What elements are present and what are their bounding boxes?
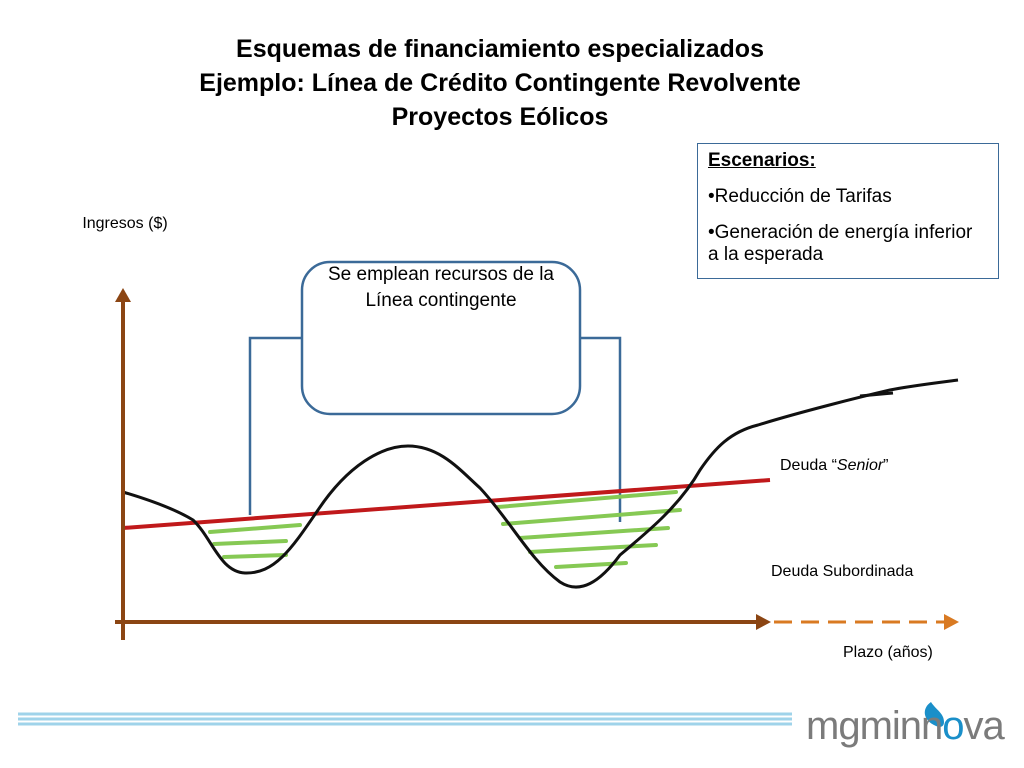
title-line-3: Proyectos Eólicos [391, 103, 609, 131]
revenue-curve [122, 378, 959, 589]
scenario-item-generation: •Generación de energía inferior a la esp… [708, 222, 973, 265]
title-line-1: Esquemas de financiamiento especializado… [236, 35, 764, 63]
scenarios-title: Escenarios: [708, 150, 816, 171]
mgminnova-logo: mgminnova [806, 704, 1005, 748]
callout-text: Se emplean recursos de la Línea continge… [327, 264, 554, 311]
senior-debt-suffix: ” [883, 457, 889, 474]
hatch-dip-1 [208, 523, 302, 559]
senior-debt-line [122, 478, 771, 530]
logo-text-1: mgminn [806, 704, 943, 748]
y-axis [115, 288, 131, 640]
subordinated-debt-label: Deuda Subordinada [771, 563, 914, 580]
logo-drop-icon [924, 702, 944, 727]
callout-bracket-left [248, 336, 302, 515]
senior-debt-prefix: Deuda “ [780, 457, 837, 474]
slide-title: Esquemas de financiamiento especializado… [0, 32, 1000, 134]
x-axis-label: Plazo (años) [843, 644, 933, 661]
logo-text-2: o [942, 704, 964, 748]
title-line-2: Ejemplo: Línea de Crédito Contingente Re… [199, 69, 801, 97]
scenario-item-tariffs: •Reducción de Tarifas [708, 186, 892, 207]
logo-text-3: va [963, 704, 1005, 748]
callout-bracket-right [580, 336, 622, 522]
hatch-dip-2 [496, 490, 682, 569]
senior-debt-italic: Senior [836, 457, 884, 474]
footer-divider [18, 712, 792, 726]
scenarios-box: Escenarios: •Reducción de Tarifas •Gener… [697, 143, 999, 279]
y-axis-label: Ingresos ($) [82, 215, 168, 232]
x-axis [115, 614, 959, 630]
revenue-curve-tick [859, 391, 894, 398]
senior-debt-label: Deuda “Senior” [780, 456, 889, 476]
